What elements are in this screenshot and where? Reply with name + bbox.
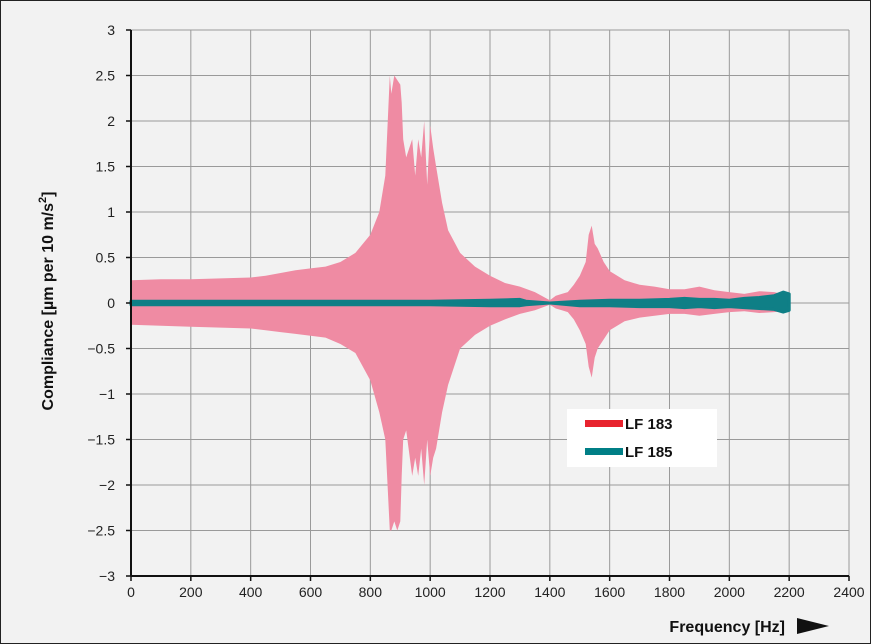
x-tick-label-1: 200 [179,584,203,600]
x-tick-label-2: 400 [239,584,263,600]
x-tick-label-0: 0 [127,584,135,600]
y-tick-labels: 3 2.5 2 1.5 1 0.5 0 −0.5 −1 −1.5 −2 −2.5 −3 [87,22,131,584]
y-tick-label-11: −2.5 [87,523,115,539]
x-tick-label-4: 800 [359,584,383,600]
x-tick-label-3: 600 [299,584,323,600]
y-tick-label-10: −2 [99,477,115,493]
y-tick-label-6: 0 [107,295,115,311]
series-areas [129,75,791,531]
series-area-lf-185 [129,290,791,314]
y-tick-label-12: −3 [99,568,115,584]
legend-label-lf-185: LF 185 [625,444,673,461]
x-tick-label-9: 1800 [654,584,685,600]
x-tick-label-8: 1600 [594,584,625,600]
y-tick-label-9: −1.5 [87,432,115,448]
legend-box [567,409,717,467]
y-tick-label-0: 3 [107,22,115,38]
x-axis-title: Frequency [Hz] [669,619,785,636]
x-axis-arrow-icon [797,618,829,634]
legend-swatch-lf-185 [585,448,623,455]
legend: LF 183 LF 185 [567,409,717,467]
y-tick-label-5: 0.5 [96,250,116,266]
x-tick-label-5: 1000 [415,584,446,600]
x-tick-label-11: 2200 [774,584,805,600]
x-tick-label-10: 2000 [714,584,745,600]
y-tick-label-2: 2 [107,113,115,129]
y-tick-label-7: −0.5 [87,341,115,357]
legend-label-lf-183: LF 183 [625,416,673,433]
x-tick-label-12: 2400 [833,584,864,600]
legend-swatch-lf-183 [585,420,623,427]
x-tick-label-7: 1400 [534,584,565,600]
y-tick-label-4: 1 [107,204,115,220]
x-tick-labels: 0 200 400 600 800 1000 1200 1400 1600 1800 2000 220… [127,576,865,600]
y-tick-label-3: 1.5 [96,159,116,175]
x-tick-label-6: 1200 [474,584,505,600]
y-axis-title: Compliance [µm per 10 m/s2] [37,192,57,411]
y-tick-label-1: 2.5 [96,68,116,84]
y-tick-label-8: −1 [99,386,115,402]
